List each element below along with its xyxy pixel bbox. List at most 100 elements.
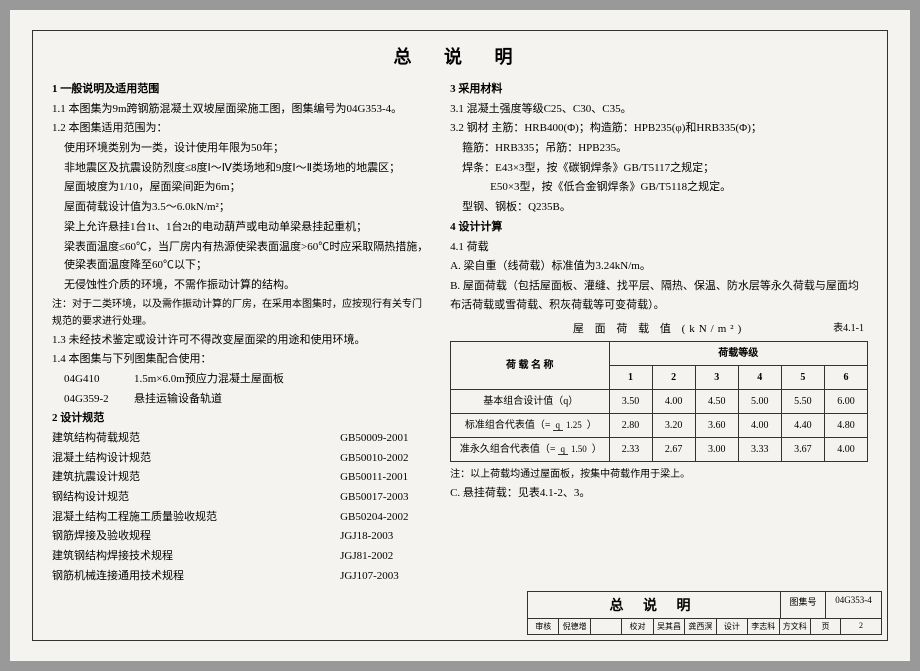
- value-cell: 3.60: [695, 413, 738, 437]
- para-1-2d: 屋面荷载设计值为3.5～6.0kN/m²；: [52, 198, 430, 217]
- grade-cell: 6: [824, 365, 867, 389]
- spec-code: GB50009-2001: [340, 429, 430, 448]
- load-table-title-text: 屋 面 荷 载 值 (kN/m²): [573, 323, 745, 335]
- para-3-2b: 焊条：E43×3型，按《碳钢焊条》GB/T5117之规定；: [450, 159, 868, 178]
- spec-row: 建筑结构荷载规范GB50009-2001: [52, 429, 430, 448]
- spec-code: GB50011-2001: [340, 468, 430, 487]
- row2-post: ）: [587, 420, 597, 431]
- load-table-title: 屋 面 荷 载 值 (kN/m²) 表4.1-1: [450, 320, 868, 339]
- value-cell: 4.80: [824, 413, 867, 437]
- row3-pre: 准永久组合代表值（=: [460, 444, 556, 455]
- load-table-note: 注：以上荷载均通过屋面板，按集中荷载作用于梁上。: [450, 466, 868, 483]
- sig-cell: 倪德增: [559, 619, 590, 634]
- section-3-heading: 3 采用材料: [450, 80, 868, 99]
- spec-row: 钢结构设计规范GB50017-2003: [52, 488, 430, 507]
- para-4-1b: B. 屋面荷载（包括屋面板、灌缝、找平层、隔热、保温、防水层等永久荷载与屋面均布…: [450, 277, 868, 314]
- value-cell: 4.00: [652, 389, 695, 413]
- spec-row: 建筑抗震设计规范GB50011-2001: [52, 468, 430, 487]
- spec-row: 钢筋机械连接通用技术规程JGJ107-2003: [52, 567, 430, 586]
- value-cell: 2.33: [609, 437, 652, 461]
- spec-row: 建筑钢结构焊接技术规程JGJ81-2002: [52, 547, 430, 566]
- row3-post: ）: [592, 444, 602, 455]
- para-1-1: 1.1 本图集为9m跨钢筋混凝土双坡屋面梁施工图，图集编号为04G353-4。: [52, 100, 430, 119]
- para-1-2: 1.2 本图集适用范围为：: [52, 119, 430, 138]
- value-cell: 2.80: [609, 413, 652, 437]
- spec-row: 混凝土结构设计规范GB50010-2002: [52, 449, 430, 468]
- spec-name: 混凝土结构工程施工质量验收规范: [52, 508, 340, 527]
- grade-cell: 3: [695, 365, 738, 389]
- companion-1: 04G410 1.5m×6.0m预应力混凝土屋面板: [52, 370, 430, 389]
- sig-cell: 李志科: [748, 619, 779, 634]
- load-table: 荷 载 名 称 荷载等级 123456 基本组合设计值（q） 3.504.004…: [450, 341, 868, 462]
- spec-name: 建筑钢结构焊接技术规程: [52, 547, 340, 566]
- row3-name: 准永久组合代表值（=q1.50）: [451, 437, 609, 461]
- sig-cell: 审核: [528, 619, 559, 634]
- para-3-1: 3.1 混凝土强度等级C25、C30、C35。: [450, 100, 868, 119]
- spec-code: JGJ18-2003: [340, 527, 430, 546]
- para-3-2a: 箍筋：HRB335；吊筋：HPB235。: [450, 139, 868, 158]
- para-4-1c: C. 悬挂荷载：见表4.1-2、3。: [450, 484, 868, 503]
- load-table-row-3: 准永久组合代表值（=q1.50） 2.332.673.003.333.674.0…: [451, 437, 868, 461]
- para-1-4: 1.4 本图集与下列图集配合使用：: [52, 350, 430, 369]
- spec-row: 混凝土结构工程施工质量验收规范GB50204-2002: [52, 508, 430, 527]
- value-cell: 5.50: [781, 389, 824, 413]
- grade-cell: 2: [652, 365, 695, 389]
- para-3-2d: 型钢、钢板：Q235B。: [450, 198, 868, 217]
- sig-cell: 方文科: [780, 619, 811, 634]
- spec-name: 建筑抗震设计规范: [52, 468, 340, 487]
- spec-name: 混凝土结构设计规范: [52, 449, 340, 468]
- companion-1-name: 1.5m×6.0m预应力混凝土屋面板: [134, 370, 430, 389]
- value-cell: 3.50: [609, 389, 652, 413]
- value-cell: 6.00: [824, 389, 867, 413]
- para-1-3: 1.3 未经技术鉴定或设计许可不得改变屋面梁的用途和使用环境。: [52, 331, 430, 350]
- right-column: 3 采用材料 3.1 混凝土强度等级C25、C30、C35。 3.2 钢材 主筋…: [450, 79, 868, 587]
- value-cell: 3.33: [738, 437, 781, 461]
- load-table-h-name: 荷 载 名 称: [451, 341, 609, 389]
- sig-cell: 校对: [622, 619, 653, 634]
- sig-cell: 龚西溟: [685, 619, 716, 634]
- value-cell: 3.67: [781, 437, 824, 461]
- specs-list: 建筑结构荷载规范GB50009-2001混凝土结构设计规范GB50010-200…: [52, 429, 430, 586]
- row2-name: 标准组合代表值（=q1.25）: [451, 413, 609, 437]
- value-cell: 2.67: [652, 437, 695, 461]
- load-table-number: 表4.1-1: [833, 320, 864, 337]
- grade-cell: 5: [781, 365, 824, 389]
- para-4-1a: A. 梁自重（线荷载）标准值为3.24kN/m。: [450, 257, 868, 276]
- value-cell: 3.00: [695, 437, 738, 461]
- para-1-2b: 非地震区及抗震设防烈度≤8度Ⅰ～Ⅳ类场地和9度Ⅰ～Ⅱ类场地的地震区；: [52, 159, 430, 178]
- row2-den: 1.25: [563, 420, 585, 430]
- left-column: 1 一般说明及适用范围 1.1 本图集为9m跨钢筋混凝土双坡屋面梁施工图，图集编…: [52, 79, 430, 587]
- titleblock-code-label: 图集号: [781, 592, 826, 618]
- spec-row: 钢筋焊接及验收规程JGJ18-2003: [52, 527, 430, 546]
- para-1-2f: 梁表面温度≤60℃，当厂房内有热源使梁表面温度>60℃时应采取隔热措施，使梁表面…: [52, 238, 430, 275]
- companion-2-code: 04G359-2: [64, 390, 134, 409]
- sig-cell: [591, 619, 622, 634]
- grade-cell: 1: [609, 365, 652, 389]
- spec-code: JGJ81-2002: [340, 547, 430, 566]
- section-1-heading: 1 一般说明及适用范围: [52, 80, 430, 99]
- companion-1-code: 04G410: [64, 370, 134, 389]
- value-cell: 5.00: [738, 389, 781, 413]
- spec-code: GB50010-2002: [340, 449, 430, 468]
- grade-cell: 4: [738, 365, 781, 389]
- page-number: 2: [841, 619, 881, 634]
- value-cell: 4.40: [781, 413, 824, 437]
- para-3-2: 3.2 钢材 主筋：HRB400(Φ)；构造筋：HPB235(φ)和HRB335…: [450, 119, 868, 138]
- row3-den: 1.50: [568, 444, 590, 454]
- value-cell: 4.00: [824, 437, 867, 461]
- spec-name: 钢筋焊接及验收规程: [52, 527, 340, 546]
- titleblock-code: 04G353-4: [826, 592, 881, 618]
- para-4-1: 4.1 荷载: [450, 238, 868, 257]
- spec-name: 钢结构设计规范: [52, 488, 340, 507]
- companion-2: 04G359-2 悬挂运输设备轨道: [52, 390, 430, 409]
- content-columns: 1 一般说明及适用范围 1.1 本图集为9m跨钢筋混凝土双坡屋面梁施工图，图集编…: [40, 79, 880, 587]
- section-4-heading: 4 设计计算: [450, 218, 868, 237]
- value-cell: 4.00: [738, 413, 781, 437]
- spec-code: JGJ107-2003: [340, 567, 430, 586]
- para-1-2e: 梁上允许悬挂1台1t、1台2t的电动葫芦或电动单梁悬挂起重机；: [52, 218, 430, 237]
- title-block: 总 说 明 图集号 04G353-4 审核倪德增校对吴其昌龚西溟设计李志科方文科…: [527, 591, 882, 635]
- companion-2-name: 悬挂运输设备轨道: [134, 390, 430, 409]
- sig-cell: 吴其昌: [654, 619, 685, 634]
- spec-name: 建筑结构荷载规范: [52, 429, 340, 448]
- para-1-2c: 屋面坡度为1/10，屋面梁间距为6m；: [52, 178, 430, 197]
